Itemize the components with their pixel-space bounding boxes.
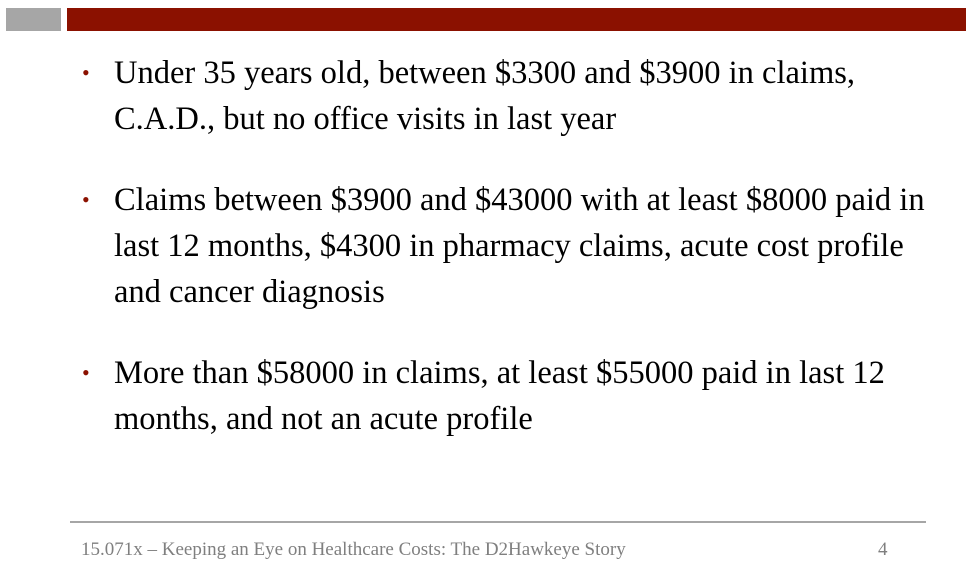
bullet-text: More than $58000 in claims, at least $55… xyxy=(114,355,885,437)
bullet-icon: • xyxy=(82,60,90,85)
bullet-item: • More than $58000 in claims, at least $… xyxy=(76,350,936,442)
bullet-list: • Under 35 years old, between $3300 and … xyxy=(76,50,936,442)
footer-title: 15.071x – Keeping an Eye on Healthcare C… xyxy=(81,539,626,560)
bullet-icon: • xyxy=(82,187,90,212)
bullet-text: Under 35 years old, between $3300 and $3… xyxy=(114,55,856,137)
header-gray-bar xyxy=(6,8,61,31)
bullet-item: • Claims between $3900 and $43000 with a… xyxy=(76,177,936,315)
bullet-item: • Under 35 years old, between $3300 and … xyxy=(76,50,936,142)
page-number: 4 xyxy=(878,539,888,560)
footer-divider xyxy=(70,521,926,523)
bullet-text: Claims between $3900 and $43000 with at … xyxy=(114,182,925,310)
bullet-icon: • xyxy=(82,360,90,385)
header-red-bar xyxy=(67,8,966,31)
